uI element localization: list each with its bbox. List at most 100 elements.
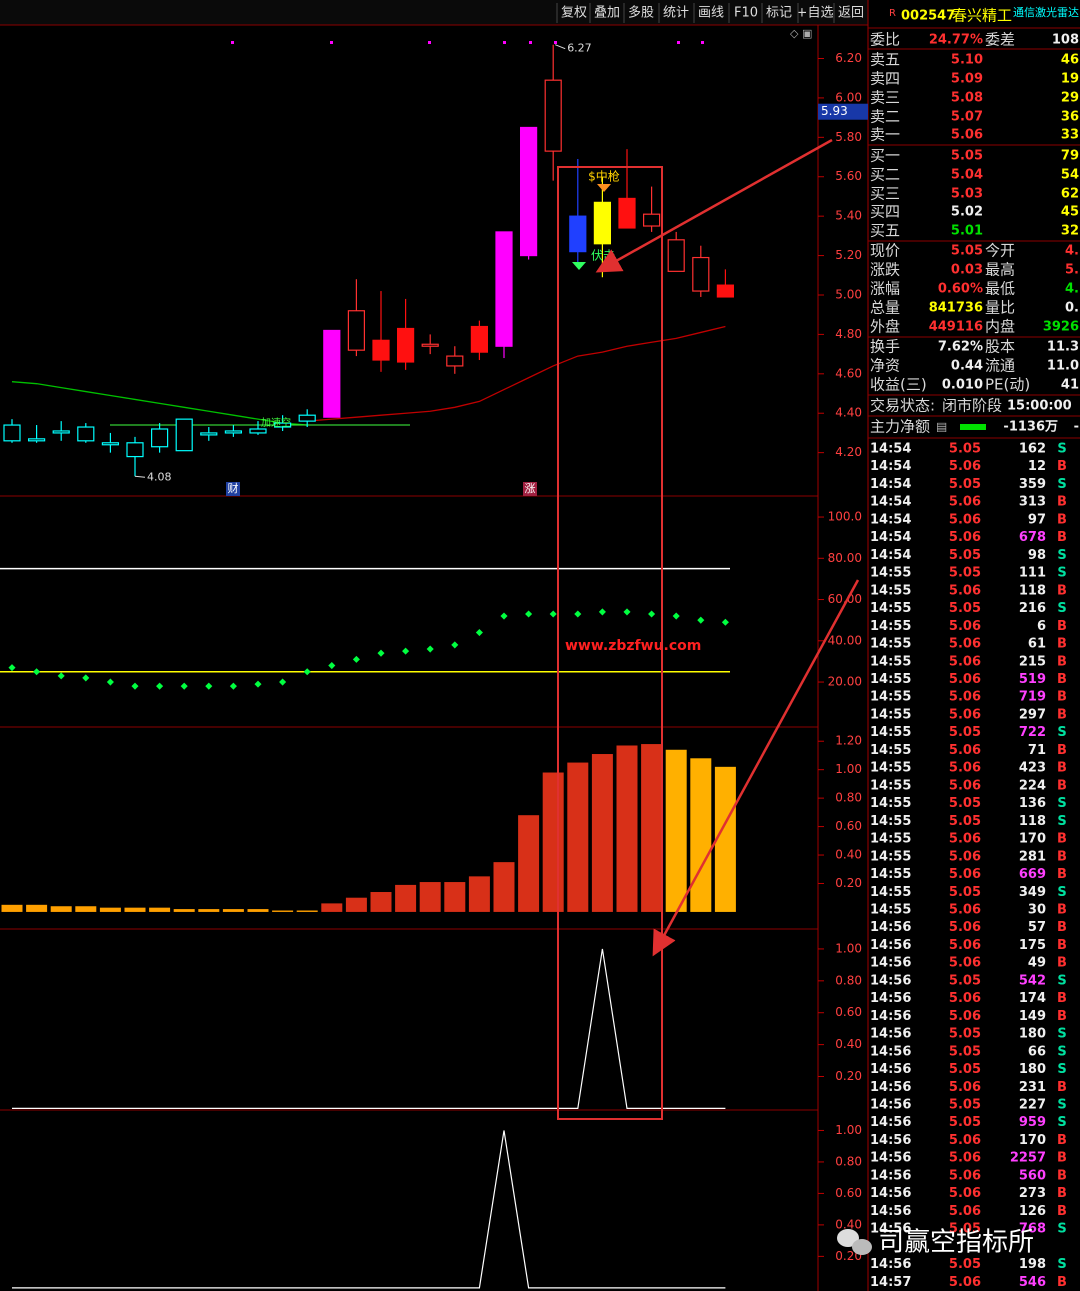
tick-side: B xyxy=(1057,459,1067,474)
toolbar-button[interactable]: 叠加 xyxy=(594,6,620,21)
tick-price: 5.06 xyxy=(949,637,981,652)
candle-body xyxy=(446,355,464,367)
candle-body xyxy=(52,430,70,434)
ask-price: 5.06 xyxy=(951,128,983,143)
stat-label: 收益(三) xyxy=(870,376,927,394)
tick-volume: 313 xyxy=(1019,495,1046,510)
tick-volume: 174 xyxy=(1019,991,1046,1006)
stat-label: 量比 xyxy=(985,299,1015,317)
tick-side: B xyxy=(1057,1168,1067,1183)
toolbar-button[interactable]: 标记 xyxy=(766,6,792,21)
quote-value: 24.77% xyxy=(929,33,983,48)
tick-side: B xyxy=(1057,920,1067,935)
indicator-dot xyxy=(352,655,360,663)
y-tick-label: 0.80 xyxy=(835,1154,862,1168)
tick-side: B xyxy=(1057,1275,1067,1290)
candle-body xyxy=(667,239,685,272)
annotation: 加速空 xyxy=(261,416,291,429)
ask-label: 卖三 xyxy=(870,89,900,107)
tick-time: 14:56 xyxy=(870,1044,911,1059)
tick-side: B xyxy=(1057,495,1067,510)
tick-volume: 281 xyxy=(1019,849,1046,864)
tick-side: B xyxy=(1057,1186,1067,1201)
tick-price: 5.05 xyxy=(949,477,981,492)
toolbar-button[interactable]: F10 xyxy=(734,6,758,21)
toolbar-button[interactable]: 统计 xyxy=(663,6,689,21)
candle-body xyxy=(101,442,120,446)
candle-body xyxy=(692,256,710,292)
tick-time: 14:55 xyxy=(870,849,911,864)
toolbar xyxy=(0,0,868,25)
tick-volume: 6 xyxy=(1037,619,1046,634)
logo-bubble xyxy=(837,1229,859,1247)
tick-volume: 71 xyxy=(1028,743,1046,758)
tick-volume: 297 xyxy=(1019,707,1046,722)
tick-volume: 61 xyxy=(1028,637,1046,652)
tick-price: 5.06 xyxy=(949,743,981,758)
ask-volume: 33 xyxy=(1061,128,1079,143)
toolbar-button[interactable]: 返回 xyxy=(838,6,864,21)
tick-side: B xyxy=(1057,1009,1067,1024)
indicator-dot xyxy=(57,672,65,680)
tick-side: B xyxy=(1057,512,1067,527)
tick-time: 14:56 xyxy=(870,1098,911,1113)
tick-volume: 722 xyxy=(1019,725,1046,740)
arrow xyxy=(595,138,833,273)
tick-volume: 118 xyxy=(1019,814,1046,829)
arrow xyxy=(652,579,860,957)
tick-side: S xyxy=(1057,885,1066,900)
y-tick-label: 1.00 xyxy=(835,1123,862,1137)
tick-price: 5.06 xyxy=(949,956,981,971)
toolbar-button[interactable]: 画线 xyxy=(698,6,724,21)
tick-time: 14:54 xyxy=(870,442,911,457)
window-icon[interactable]: ◇ ▣ xyxy=(790,27,812,40)
indicator-dot xyxy=(623,608,631,616)
tick-price: 5.05 xyxy=(949,1222,981,1237)
tick-price: 5.06 xyxy=(949,619,981,634)
bar xyxy=(641,744,663,912)
tick-time: 14:54 xyxy=(870,512,911,527)
tick-volume: 198 xyxy=(1019,1257,1046,1272)
tick-price: 5.05 xyxy=(949,725,981,740)
y-tick-label: 5.20 xyxy=(835,248,862,262)
candle-body xyxy=(421,343,439,347)
signal-dot xyxy=(503,41,506,44)
stat-value: 4. xyxy=(1065,244,1079,259)
signal-dot xyxy=(677,41,680,44)
bar xyxy=(714,766,736,912)
signal-dot xyxy=(701,41,704,44)
toolbar-button[interactable]: +自选 xyxy=(797,6,834,21)
tick-side: B xyxy=(1057,902,1067,917)
tick-time: 14:55 xyxy=(870,725,911,740)
tick-volume: 542 xyxy=(1019,973,1046,988)
indicator-dot xyxy=(377,649,385,657)
tick-volume: 224 xyxy=(1019,778,1046,793)
high-pointer xyxy=(555,44,566,50)
indicator-dot xyxy=(254,680,262,688)
tick-side: B xyxy=(1057,867,1067,882)
main-net-icon[interactable]: ▤ xyxy=(936,420,947,434)
tick-side: S xyxy=(1057,796,1066,811)
tick-time: 14:56 xyxy=(870,1062,911,1077)
bar xyxy=(616,745,638,912)
tick-side: B xyxy=(1057,654,1067,669)
toolbar-button[interactable]: 复权 xyxy=(561,5,587,21)
bar xyxy=(567,762,589,912)
tick-side: B xyxy=(1057,938,1067,953)
tick-volume: 98 xyxy=(1028,548,1046,563)
bar xyxy=(222,909,244,912)
tick-side: S xyxy=(1057,548,1066,563)
signal-dot xyxy=(428,41,431,44)
stat-label: 涨跌 xyxy=(870,261,900,279)
tick-side: B xyxy=(1057,743,1067,758)
tick-volume: 97 xyxy=(1028,512,1046,527)
toolbar-button[interactable]: 多股 xyxy=(628,5,654,21)
stat-value: 11.0 xyxy=(1047,359,1079,374)
tick-volume: 49 xyxy=(1028,956,1046,971)
tick-time: 14:56 xyxy=(870,973,911,988)
candle-body xyxy=(200,432,218,436)
tick-time: 14:56 xyxy=(870,1133,911,1148)
status-value: 闭市阶段 xyxy=(942,397,1002,415)
candle-body xyxy=(175,418,193,452)
